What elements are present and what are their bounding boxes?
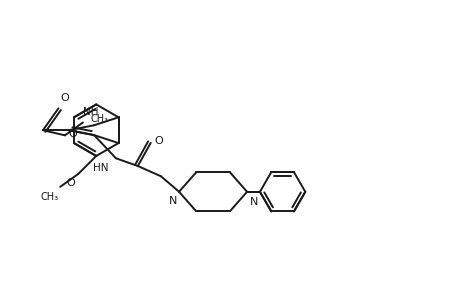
- Text: N: N: [250, 197, 258, 207]
- Text: O: O: [67, 178, 75, 188]
- Text: O: O: [68, 129, 77, 139]
- Text: HN: HN: [92, 163, 108, 173]
- Text: O: O: [154, 136, 163, 146]
- Text: NH: NH: [83, 107, 99, 117]
- Text: O: O: [60, 93, 69, 103]
- Text: CH₃: CH₃: [40, 192, 58, 202]
- Text: CH₃: CH₃: [91, 115, 109, 124]
- Text: N: N: [168, 196, 177, 206]
